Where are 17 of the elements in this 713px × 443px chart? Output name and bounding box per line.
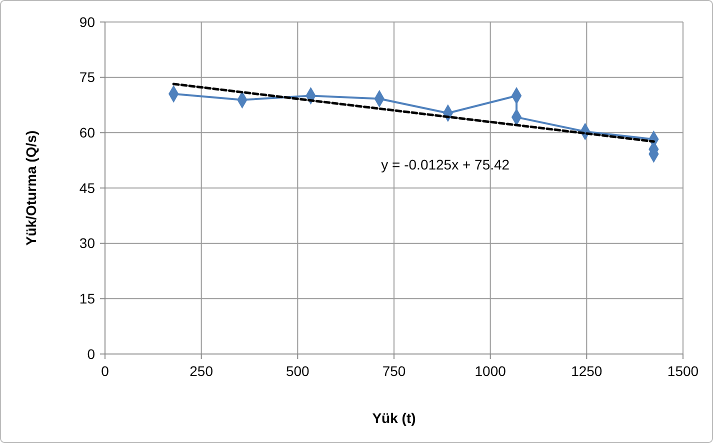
y-axis-title: Yük/Oturma (Q/s) bbox=[23, 130, 39, 246]
x-tick-label: 250 bbox=[190, 363, 214, 379]
x-tick-label: 750 bbox=[382, 363, 406, 379]
y-tick-label: 60 bbox=[79, 124, 96, 141]
y-tick-label: 45 bbox=[79, 180, 96, 196]
x-axis-title: Yük (t) bbox=[372, 410, 416, 426]
y-tick-label: 30 bbox=[79, 235, 96, 252]
x-tick-label: 1000 bbox=[474, 363, 506, 379]
y-tick-label: 0 bbox=[87, 346, 96, 362]
x-tick-label: 1250 bbox=[571, 363, 602, 379]
x-tick-label: 1500 bbox=[667, 363, 699, 379]
y-tick-label: 75 bbox=[79, 69, 96, 86]
annotation: y = -0.0125x + 75.42 bbox=[381, 156, 510, 173]
x-tick-label: 500 bbox=[286, 363, 310, 379]
y-tick-label: 90 bbox=[79, 14, 96, 30]
x-tick-label: 0 bbox=[101, 363, 110, 379]
y-tick-label: 15 bbox=[79, 290, 96, 307]
